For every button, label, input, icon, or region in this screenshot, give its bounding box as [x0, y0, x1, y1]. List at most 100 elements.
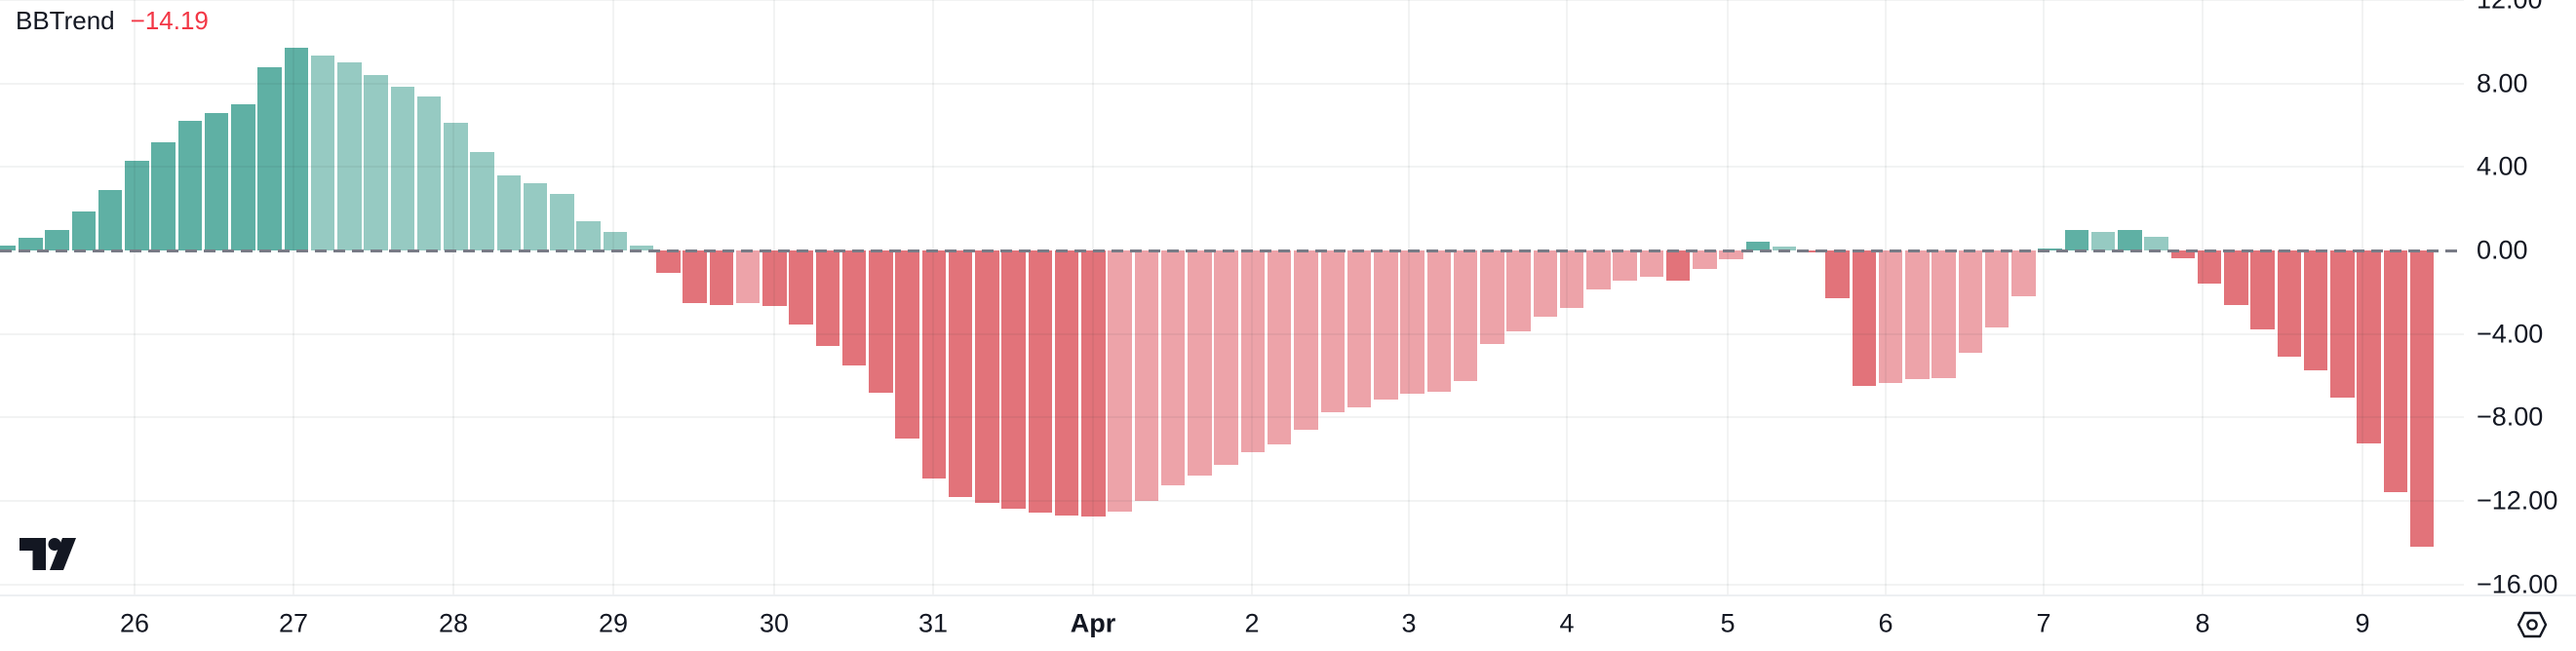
histogram-bar	[1054, 250, 1079, 517]
histogram-bar	[1108, 250, 1132, 512]
time-axis[interactable]: 26 27 28 29 30 31 Apr 2 3 4 5 6 7 8 9	[0, 594, 2576, 651]
histogram-bar	[284, 48, 309, 250]
histogram-bar	[1267, 250, 1292, 445]
histogram-bar	[948, 250, 973, 497]
histogram-bar	[1639, 250, 1664, 277]
histogram-bar	[789, 250, 813, 326]
histogram-bar	[1001, 250, 1026, 509]
grid-line-vertical	[2043, 0, 2045, 594]
histogram-bar	[841, 250, 867, 365]
grid-line-vertical	[1408, 0, 1410, 594]
histogram-bar	[2197, 250, 2222, 285]
grid-line-horizontal	[0, 0, 2464, 1]
price-tick-label: −16.00	[2477, 569, 2558, 599]
pane-settings-button[interactable]	[2517, 611, 2548, 643]
price-tick-label: 0.00	[2477, 235, 2528, 265]
grid-line-vertical	[2202, 0, 2204, 594]
histogram-bar	[735, 250, 761, 303]
time-tick-label: 8	[2195, 608, 2210, 638]
histogram-bar	[1984, 250, 2010, 328]
histogram-bar	[1480, 250, 1504, 345]
histogram-bar	[1533, 250, 1558, 317]
histogram-bar	[1878, 250, 1903, 384]
histogram-bar	[1719, 250, 1743, 259]
grid-line-vertical	[932, 0, 934, 594]
histogram-bar	[762, 250, 787, 306]
histogram-bar	[416, 96, 442, 250]
histogram-bar	[2170, 250, 2196, 258]
grid-line-vertical	[612, 0, 614, 594]
grid-line-horizontal	[0, 583, 2464, 586]
histogram-bar	[204, 112, 229, 250]
histogram-bar	[231, 103, 255, 250]
grid-line-vertical	[293, 0, 294, 594]
time-tick-label: 6	[1878, 608, 1893, 638]
histogram-bar	[1506, 250, 1531, 331]
price-tick-label: 12.00	[2477, 0, 2543, 13]
histogram-bar	[310, 55, 335, 250]
time-tick-label: 5	[1720, 608, 1736, 638]
histogram-bar	[1586, 250, 1611, 289]
histogram-bar	[337, 62, 362, 250]
grid-line-horizontal	[0, 166, 2464, 169]
histogram-bar	[1453, 250, 1478, 381]
price-tick-label: 4.00	[2477, 151, 2528, 181]
tradingview-logo[interactable]	[20, 538, 76, 575]
histogram-bar	[1665, 250, 1691, 282]
price-axis[interactable]: 12.00 8.00 4.00 0.00 −4.00 −8.00 −12.00 −16.00	[2464, 0, 2576, 599]
pane-settings-icon	[2517, 611, 2548, 638]
histogram-bar	[1081, 250, 1106, 517]
histogram-bar	[98, 189, 123, 250]
histogram-bar	[1905, 250, 1930, 379]
histogram-bar	[496, 174, 522, 250]
histogram-bar	[2144, 236, 2168, 250]
histogram-bar	[975, 250, 999, 504]
histogram-bar	[1745, 242, 1771, 250]
histogram-bar	[1852, 250, 1877, 387]
time-tick-label: 2	[1244, 608, 1260, 638]
grid-line-vertical	[1251, 0, 1253, 594]
histogram-bar	[2250, 250, 2275, 330]
indicator-legend[interactable]: BBTrend −14.19	[16, 6, 209, 36]
time-tick-label: 28	[438, 608, 469, 638]
histogram-bar	[656, 250, 681, 273]
grid-line-vertical	[773, 0, 775, 594]
grid-line-vertical	[1727, 0, 1729, 594]
histogram-bar	[523, 183, 548, 250]
histogram-bar	[1240, 250, 1266, 452]
plot-area[interactable]	[0, 0, 2464, 594]
histogram-bar	[125, 160, 149, 250]
grid-line-vertical	[1885, 0, 1887, 594]
histogram-bar	[470, 152, 494, 250]
time-tick-label: 31	[917, 608, 949, 638]
histogram-bar	[603, 231, 628, 250]
grid-line-horizontal	[0, 332, 2464, 335]
time-tick-label: 30	[759, 608, 790, 638]
time-tick-label: Apr	[1070, 608, 1116, 638]
time-tick-label: 3	[1401, 608, 1417, 638]
zero-baseline	[0, 249, 2464, 252]
histogram-bar	[869, 250, 893, 393]
histogram-bar	[2011, 250, 2036, 297]
tradingview-logo-glyph	[20, 538, 76, 570]
indicator-value: −14.19	[130, 6, 209, 35]
histogram-bar	[2277, 250, 2302, 358]
histogram-bar	[1426, 250, 1451, 392]
histogram-bar	[71, 211, 97, 250]
price-tick-label: −8.00	[2477, 402, 2544, 432]
time-tick-label: 4	[1559, 608, 1575, 638]
histogram-bar	[1613, 250, 1637, 282]
histogram-bar	[921, 250, 947, 479]
histogram-bar	[550, 194, 574, 250]
histogram-bar	[576, 220, 601, 250]
histogram-bar	[2409, 250, 2435, 548]
histogram-bar	[1160, 250, 1186, 486]
histogram-bar	[2357, 250, 2381, 444]
histogram-bar	[895, 250, 919, 439]
indicator-title: BBTrend	[16, 6, 115, 35]
histogram-bar	[45, 229, 69, 250]
histogram-bar	[709, 250, 734, 305]
histogram-bar	[2064, 229, 2089, 250]
histogram-bar	[1347, 250, 1372, 407]
